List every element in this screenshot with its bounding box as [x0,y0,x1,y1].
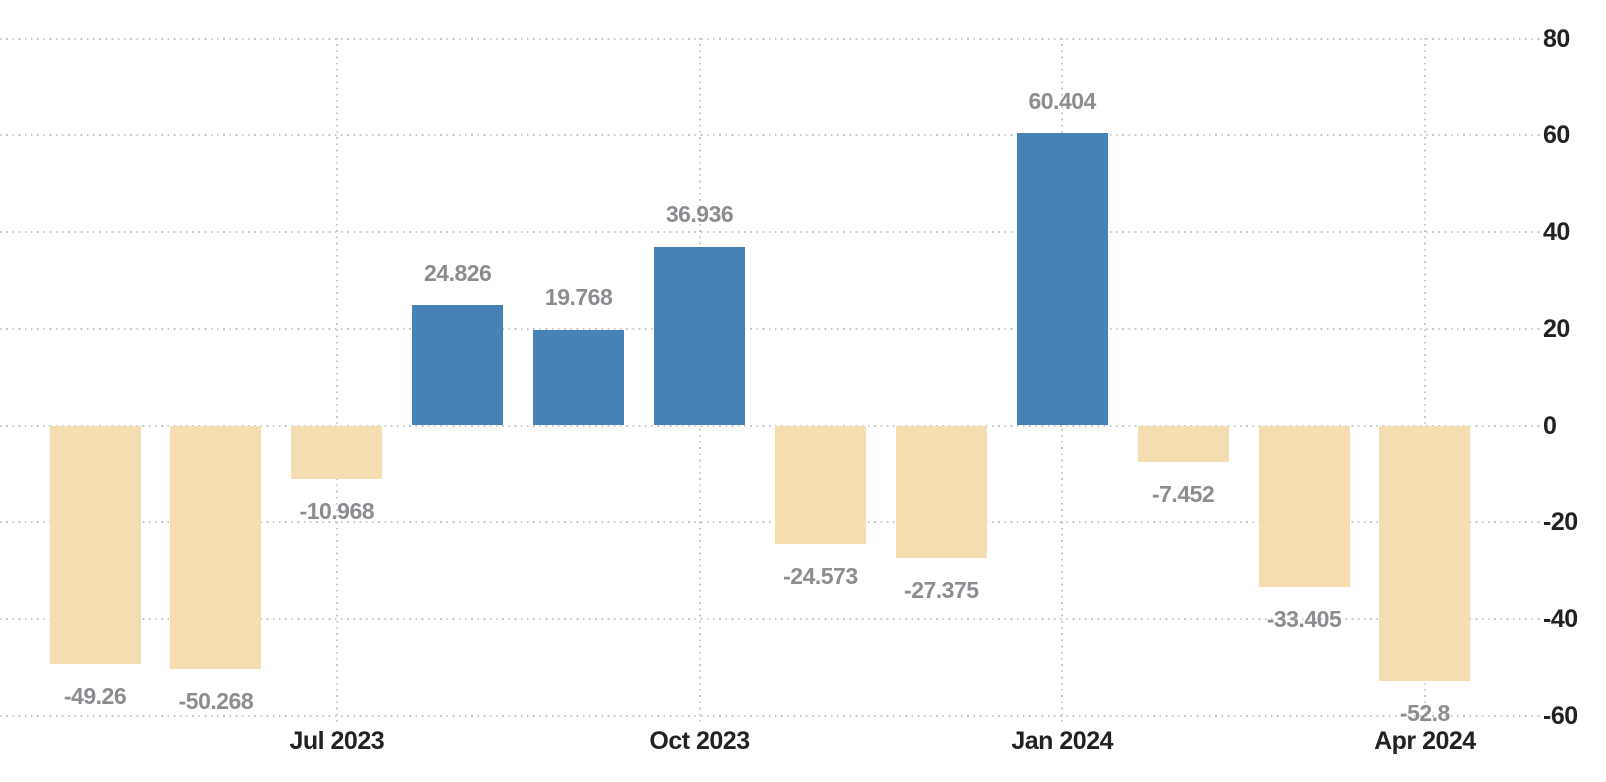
bar-value-label: -24.573 [783,563,858,590]
bar-value-label: -50.268 [178,687,254,714]
bar-value-label: -33.405 [1266,606,1342,633]
bar-value-label: -52.8 [1399,699,1450,726]
bar [170,425,262,669]
bar-value-label: -7.452 [1151,480,1215,507]
gridline-horizontal [0,134,1540,137]
gridline-horizontal [0,521,1540,524]
x-axis-tick-label: Jul 2023 [289,727,385,755]
y-axis-tick-label: 80 [1543,24,1570,53]
x-axis-tick-label: Jan 2024 [1011,727,1113,755]
gridline-vertical [335,38,338,722]
bar [774,425,866,545]
y-axis-tick-label: -40 [1543,605,1578,633]
bar-value-label: 36.936 [665,201,734,228]
bar-value-label: 24.826 [424,259,492,286]
bar [291,425,383,479]
bar-value-label: -27.375 [904,576,979,603]
y-axis-tick-label: 20 [1543,314,1570,343]
gridline-vertical [1423,38,1426,722]
bar [1016,133,1108,426]
bar [1379,425,1471,681]
gridline-horizontal [0,618,1540,620]
y-axis-tick-label: 0 [1543,411,1557,440]
gridline-horizontal [0,37,1540,40]
gridline-horizontal [0,424,1540,427]
bar [49,425,141,664]
bar-value-label: -10.968 [299,497,375,524]
bar [533,329,625,426]
bar [654,246,745,426]
gridline-horizontal [0,327,1540,330]
x-axis-tick-label: Apr 2024 [1374,727,1476,755]
gridline-horizontal [0,231,1540,233]
bar-value-label: 19.768 [544,284,613,311]
x-axis-tick-label: Oct 2023 [649,727,750,755]
bar [412,305,504,426]
gridline-horizontal [0,714,1540,717]
bar-value-label: -49.26 [63,682,127,709]
y-axis-tick-label: -60 [1543,701,1578,730]
bar-value-label: 60.404 [1028,87,1097,114]
y-axis-tick-label: -20 [1543,508,1578,537]
bar [1137,425,1229,462]
bar [895,425,987,558]
y-axis-tick-label: 60 [1543,121,1570,150]
bar [1258,425,1350,588]
y-axis-tick-label: 40 [1543,218,1570,246]
